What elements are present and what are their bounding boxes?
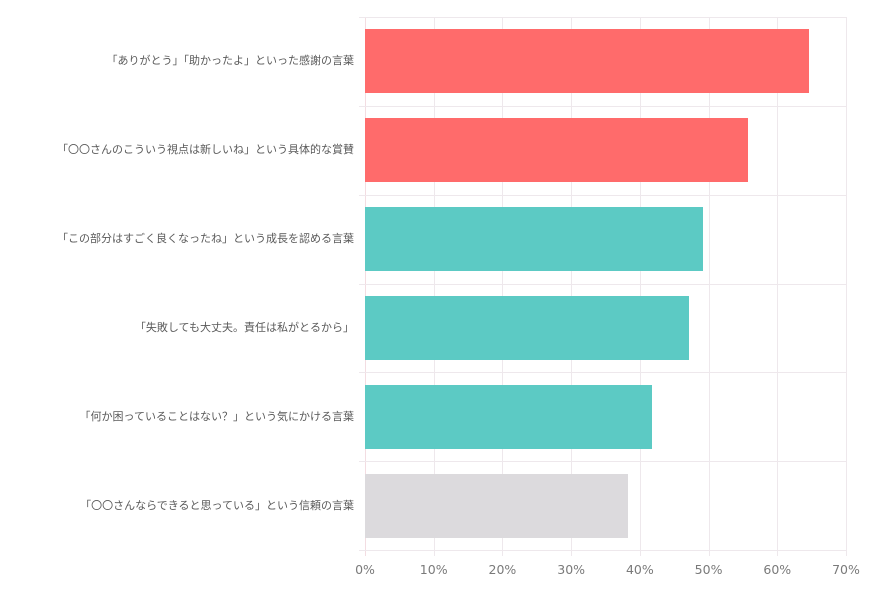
bar[interactable] bbox=[365, 473, 629, 538]
category-label: 「この部分はすごく良くなったね」という成長を認める言葉 bbox=[57, 232, 354, 246]
x-tick-label: 30% bbox=[557, 562, 586, 577]
x-tick-label: 20% bbox=[488, 562, 517, 577]
bar[interactable] bbox=[365, 384, 653, 449]
x-tick-label: 70% bbox=[832, 562, 860, 577]
bar[interactable] bbox=[365, 29, 809, 94]
bar[interactable] bbox=[365, 295, 690, 360]
x-tick-label: 50% bbox=[694, 562, 723, 577]
category-label: 「失敗しても大丈夫。責任は私がとるから」 bbox=[134, 320, 354, 334]
gridline-y bbox=[359, 194, 846, 196]
gridline-x bbox=[365, 17, 366, 556]
gridline-x bbox=[639, 17, 641, 556]
category-label: 「〇〇さんならできると思っている」という信頼の言葉 bbox=[80, 498, 354, 512]
category-label: 「ありがとう」「助かったよ」といった感謝の言葉 bbox=[106, 54, 355, 68]
gridline-y bbox=[359, 461, 846, 463]
gridline-x bbox=[777, 17, 779, 556]
category-label: 「何か困っていることはない？」という気にかける言葉 bbox=[79, 409, 354, 423]
gridline-x bbox=[571, 17, 573, 556]
x-tick-label: 10% bbox=[419, 562, 448, 577]
gridline-x bbox=[708, 17, 710, 556]
gridline-x bbox=[846, 17, 847, 556]
gridline-y bbox=[359, 283, 846, 285]
category-label: 「〇〇さんのこういう視点は新しいね」という具体的な賞賛 bbox=[57, 143, 354, 157]
bar[interactable] bbox=[365, 118, 748, 183]
plot-area bbox=[359, 17, 847, 556]
x-tick-label: 40% bbox=[625, 562, 654, 577]
gridline-x bbox=[502, 17, 504, 556]
gridline-y bbox=[359, 105, 846, 107]
gridline-y bbox=[359, 372, 846, 374]
bar[interactable] bbox=[365, 207, 704, 272]
gridline-y bbox=[359, 550, 846, 551]
x-tick-label: 60% bbox=[763, 562, 792, 577]
gridline-x bbox=[433, 17, 435, 556]
x-tick-label: 0% bbox=[355, 562, 375, 577]
gridline-y bbox=[359, 17, 846, 18]
